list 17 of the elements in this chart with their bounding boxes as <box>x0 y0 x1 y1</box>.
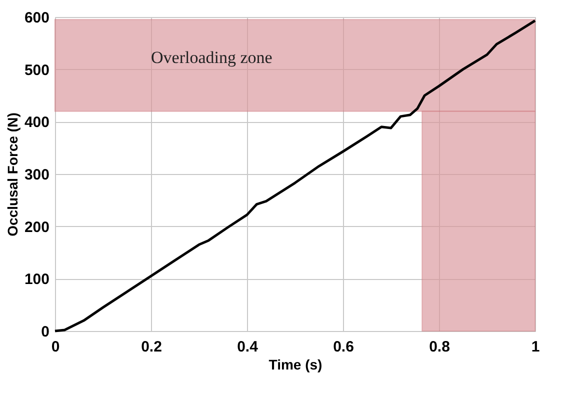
y-axis-title: Occlusal Force (N) <box>4 112 20 236</box>
x-tick-label: 0 <box>51 338 60 356</box>
y-tick-label: 300 <box>24 166 50 184</box>
x-tick-label: 1 <box>531 338 540 356</box>
y-tick-label: 400 <box>24 114 50 132</box>
x-tick-label: 0.2 <box>141 338 162 356</box>
x-tick-label: 0.8 <box>429 338 450 356</box>
y-tick-label: 600 <box>24 10 50 26</box>
line-series <box>54 19 536 332</box>
y-tick-label: 500 <box>24 62 50 79</box>
y-tick-label: 0 <box>41 324 50 340</box>
x-axis-title: Time (s) <box>268 356 322 372</box>
y-tick-label: 100 <box>24 271 50 288</box>
band-label: Overloading zone <box>151 48 272 68</box>
x-tick-label: 0.6 <box>333 338 354 356</box>
y-tick-label: 200 <box>24 218 50 236</box>
x-tick-label: 0.4 <box>237 338 259 356</box>
